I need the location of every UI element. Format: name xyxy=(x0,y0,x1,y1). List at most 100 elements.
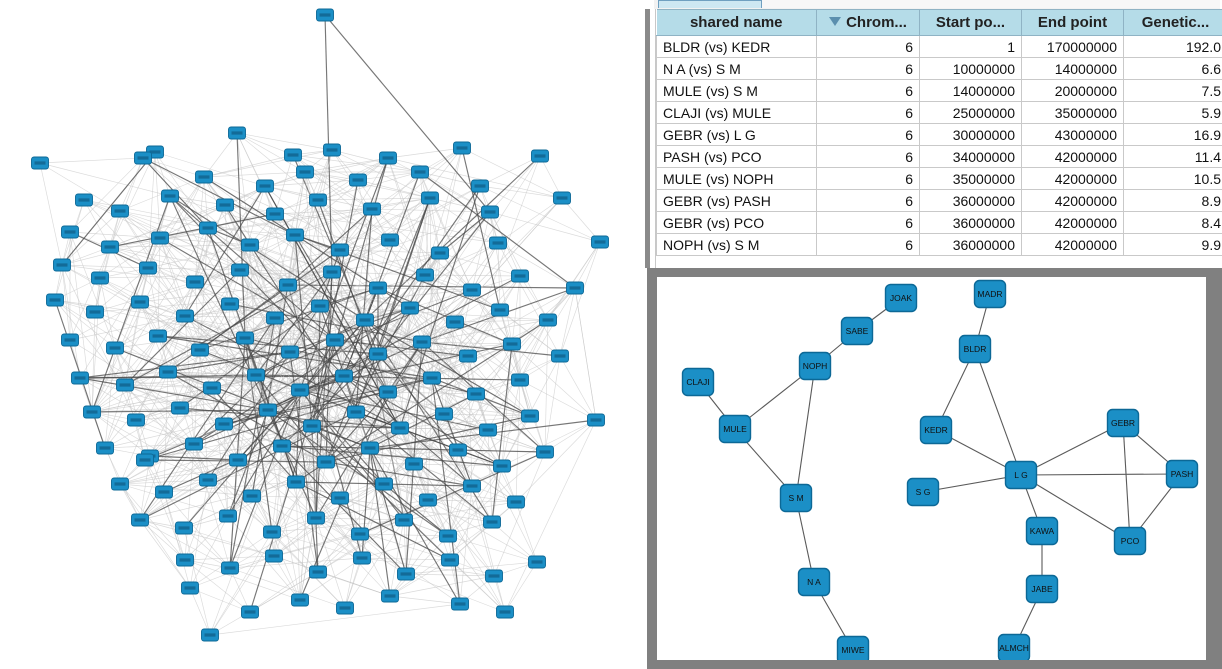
full-network-node[interactable] xyxy=(131,513,149,527)
full-network-node[interactable] xyxy=(131,295,149,309)
full-network-node[interactable] xyxy=(175,521,193,535)
full-network-node[interactable] xyxy=(411,165,429,179)
full-network-node[interactable] xyxy=(241,605,259,619)
edge-attribute-table[interactable]: shared name Chrom... Start po... End point G… xyxy=(656,9,1222,256)
full-network-node[interactable] xyxy=(381,233,399,247)
full-network-node[interactable] xyxy=(221,561,239,575)
node-shape[interactable] xyxy=(681,367,715,397)
cell-start_point[interactable]: 35000000 xyxy=(919,167,1022,190)
full-network-node[interactable] xyxy=(489,236,507,250)
full-network-node[interactable] xyxy=(331,491,349,505)
full-network-node[interactable] xyxy=(86,305,104,319)
full-network-node[interactable] xyxy=(511,269,529,283)
full-network-node[interactable] xyxy=(496,605,514,619)
full-network-node[interactable] xyxy=(111,477,129,491)
table-body[interactable]: BLDR (vs) KEDR 6 1 170000000 192.0 N A (vs) S… xyxy=(656,35,1222,256)
cell-genetic[interactable]: 16.9 xyxy=(1123,123,1222,146)
full-network-node[interactable] xyxy=(176,309,194,323)
subnetwork-node[interactable]: JABE xyxy=(1025,574,1059,604)
full-network-node[interactable] xyxy=(259,403,277,417)
full-network-node[interactable] xyxy=(281,345,299,359)
full-network-node[interactable] xyxy=(566,281,584,295)
node-shape[interactable] xyxy=(884,283,918,313)
subnetwork-node[interactable]: N A xyxy=(797,567,831,597)
node-shape[interactable] xyxy=(1025,516,1059,546)
subnetwork-node[interactable]: CLAJI xyxy=(681,367,715,397)
full-network-node[interactable] xyxy=(228,126,246,140)
full-network-node[interactable] xyxy=(453,141,471,155)
full-network-node[interactable] xyxy=(236,331,254,345)
full-network-node[interactable] xyxy=(531,149,549,163)
table-row[interactable]: NOPH (vs) S M 6 36000000 42000000 9.9 xyxy=(656,233,1222,256)
full-network-node[interactable] xyxy=(381,589,399,603)
full-network-node[interactable] xyxy=(441,553,459,567)
full-network-node[interactable] xyxy=(419,493,437,507)
full-network-node[interactable] xyxy=(379,385,397,399)
full-network-node[interactable] xyxy=(229,453,247,467)
full-network-node[interactable] xyxy=(311,299,329,313)
full-network-canvas[interactable] xyxy=(0,0,640,669)
full-network-node[interactable] xyxy=(361,441,379,455)
full-network-node[interactable] xyxy=(528,555,546,569)
cell-end_point[interactable]: 42000000 xyxy=(1021,145,1124,168)
full-network-node[interactable] xyxy=(61,333,79,347)
cell-start_point[interactable]: 1 xyxy=(919,35,1022,58)
subnetwork-node[interactable]: KAWA xyxy=(1025,516,1059,546)
cell-genetic[interactable]: 8.4 xyxy=(1123,211,1222,234)
full-network-node[interactable] xyxy=(587,413,605,427)
full-network-node[interactable] xyxy=(53,258,71,272)
cell-start_point[interactable]: 36000000 xyxy=(919,189,1022,212)
cell-chromosome[interactable]: 6 xyxy=(816,57,920,80)
full-network-node[interactable] xyxy=(507,495,525,509)
cell-end_point[interactable]: 20000000 xyxy=(1021,79,1124,102)
full-network-node[interactable] xyxy=(421,191,439,205)
full-network-node[interactable] xyxy=(284,148,302,162)
full-network-node[interactable] xyxy=(171,401,189,415)
cell-end_point[interactable]: 35000000 xyxy=(1021,101,1124,124)
cell-chromosome[interactable]: 6 xyxy=(816,79,920,102)
full-network-node[interactable] xyxy=(31,156,49,170)
full-network-node[interactable] xyxy=(247,368,265,382)
node-shape[interactable] xyxy=(997,633,1031,661)
cell-start_point[interactable]: 25000000 xyxy=(919,101,1022,124)
full-network-node[interactable] xyxy=(336,601,354,615)
full-network-node[interactable] xyxy=(397,567,415,581)
cell-chromosome[interactable]: 6 xyxy=(816,145,920,168)
full-network-node[interactable] xyxy=(521,409,539,423)
full-network-node[interactable] xyxy=(83,405,101,419)
full-network-node[interactable] xyxy=(161,189,179,203)
full-network-node[interactable] xyxy=(353,551,371,565)
subnetwork-node[interactable]: KEDR xyxy=(919,415,953,445)
cell-shared_name[interactable]: MULE (vs) S M xyxy=(656,79,817,102)
node-shape[interactable] xyxy=(1004,460,1038,490)
node-shape[interactable] xyxy=(1106,408,1140,438)
node-shape[interactable] xyxy=(1025,574,1059,604)
node-shape[interactable] xyxy=(797,567,831,597)
full-network-node[interactable] xyxy=(401,301,419,315)
node-shape[interactable] xyxy=(1113,526,1147,556)
full-network-node[interactable] xyxy=(266,207,284,221)
cell-end_point[interactable]: 170000000 xyxy=(1021,35,1124,58)
full-network-node[interactable] xyxy=(331,243,349,257)
full-network-node[interactable] xyxy=(351,527,369,541)
subnetwork-svg[interactable]: JOAK MADR SABE BLDR NOPH CLAJI GEBR KEDR MULE L G… xyxy=(657,277,1206,660)
full-network-node[interactable] xyxy=(493,459,511,473)
column-header-shared_name[interactable]: shared name xyxy=(656,9,817,36)
cell-start_point[interactable]: 14000000 xyxy=(919,79,1022,102)
full-network-node[interactable] xyxy=(471,179,489,193)
full-network-node[interactable] xyxy=(75,193,93,207)
full-network-node[interactable] xyxy=(369,347,387,361)
node-shape[interactable] xyxy=(1165,459,1199,489)
subnetwork-node[interactable]: MULE xyxy=(718,414,752,444)
full-network-node[interactable] xyxy=(185,437,203,451)
cell-genetic[interactable]: 6.6 xyxy=(1123,57,1222,80)
cell-end_point[interactable]: 42000000 xyxy=(1021,189,1124,212)
full-network-node[interactable] xyxy=(273,439,291,453)
full-network-node[interactable] xyxy=(347,405,365,419)
subnetwork-node[interactable]: S G xyxy=(906,477,940,507)
full-network-node[interactable] xyxy=(134,151,152,165)
table-scroll-inner[interactable]: shared name Chrom... Start po... End point G… xyxy=(655,9,1222,268)
full-network-node[interactable] xyxy=(483,515,501,529)
full-network-node[interactable] xyxy=(241,238,259,252)
full-network-node[interactable] xyxy=(323,265,341,279)
